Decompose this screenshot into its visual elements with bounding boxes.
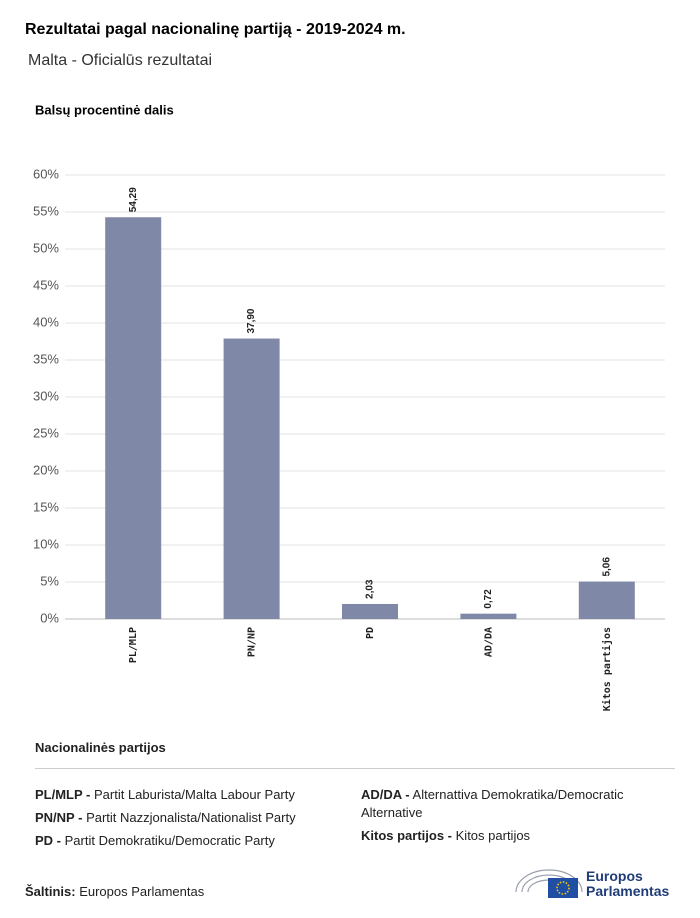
logo-line: Europos — [586, 868, 643, 884]
value-label: 54,29 — [128, 187, 139, 212]
bar — [105, 217, 162, 619]
y-tick-label: 15% — [33, 499, 59, 514]
value-label: 0,72 — [483, 589, 494, 609]
y-tick-label: 35% — [33, 351, 59, 366]
bar — [342, 603, 398, 619]
legend-code: PN/NP - — [35, 810, 83, 825]
y-tick-label: 5% — [40, 573, 59, 588]
logo-text: Europos Parlamentas — [586, 869, 669, 899]
bar — [223, 338, 280, 619]
legend-title: Nacionalinės partijos — [35, 740, 166, 755]
y-tick-label: 10% — [33, 536, 59, 551]
legend-item: PL/MLP - Partit Laburista/Malta Labour P… — [35, 786, 355, 804]
logo-icon — [515, 869, 583, 898]
chart-title: Rezultatai pagal nacionalinę partiją - 2… — [25, 21, 406, 38]
y-tick-label: 20% — [33, 462, 59, 477]
value-label: 2,03 — [365, 579, 376, 599]
source-label: Šaltinis: — [25, 884, 76, 899]
legend-code: AD/DA - — [361, 787, 410, 802]
legend-item: PN/NP - Partit Nazzjonalista/Nationalist… — [35, 809, 355, 827]
legend-name: Partit Laburista/Malta Labour Party — [94, 787, 295, 802]
x-tick-label: PN/NP — [247, 627, 258, 657]
legend-name: Kitos partijos — [455, 828, 531, 843]
logo-line: Parlamentas — [586, 883, 670, 899]
source: Šaltinis: Europos Parlamentas — [25, 884, 204, 899]
legend-code: Kitos partijos - — [361, 828, 453, 843]
legend-name: Partit Nazzjonalista/Nationalist Party — [86, 810, 296, 825]
y-tick-label: 45% — [33, 277, 59, 292]
chart-subtitle: Malta - Oficialūs rezultatai — [28, 52, 212, 69]
y-axis-label: Balsų procentinė dalis — [35, 102, 174, 117]
y-tick-label: 50% — [33, 240, 59, 255]
x-tick-label: PD — [365, 627, 376, 639]
chart: Rezultatai pagal nacionalinę partiją - 2… — [25, 21, 665, 711]
legend-code: PL/MLP - — [35, 787, 91, 802]
legend-name: Alternattiva Demokratika/Democratic Alte… — [361, 787, 624, 820]
legend-name: Partit Demokratiku/Democratic Party — [64, 833, 275, 848]
y-tick-label: 25% — [33, 425, 59, 440]
divider — [35, 768, 675, 769]
bar — [578, 581, 635, 619]
legend-code: PD - — [35, 833, 61, 848]
value-label: 37,90 — [246, 308, 257, 333]
value-label: 5,06 — [601, 557, 612, 577]
y-tick-label: 0% — [40, 610, 59, 625]
source-text: Europos Parlamentas — [79, 884, 205, 899]
y-tick-label: 40% — [33, 314, 59, 329]
y-tick-label: 30% — [33, 388, 59, 403]
y-tick-label: 60% — [33, 166, 59, 181]
legend-item: Kitos partijos - Kitos partijos — [361, 827, 671, 845]
legend-item: AD/DA - Alternattiva Demokratika/Democra… — [361, 786, 671, 822]
x-tick-label: Kitos partijos — [601, 627, 613, 711]
x-tick-label: AD/DA — [483, 627, 494, 657]
y-tick-label: 55% — [33, 203, 59, 218]
legend-item: PD - Partit Demokratiku/Democratic Party — [35, 832, 355, 850]
bar — [460, 613, 517, 619]
x-tick-label: PL/MLP — [128, 627, 139, 663]
